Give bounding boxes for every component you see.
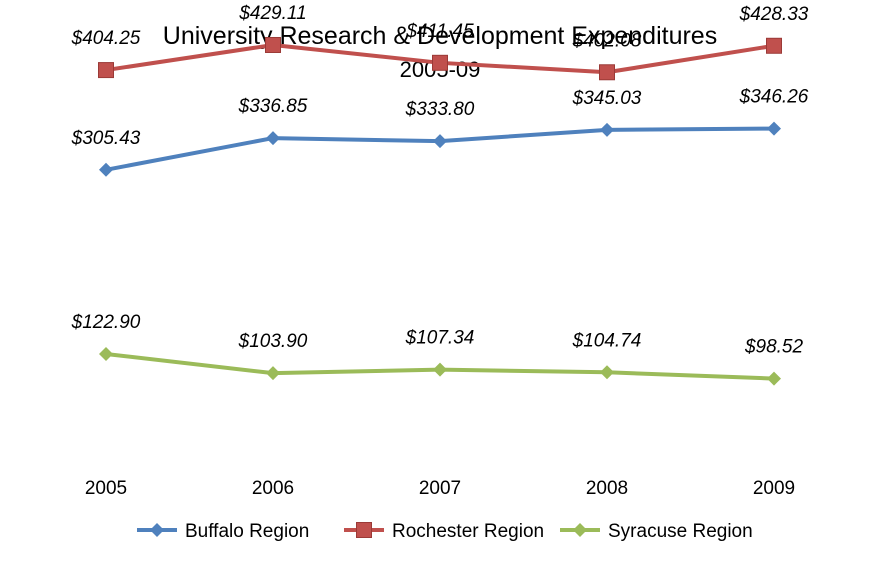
data-point-syracuse-region — [600, 365, 614, 380]
x-tick-label: 2009 — [753, 478, 795, 499]
data-point-syracuse-region — [767, 371, 781, 386]
data-label-rochester-region: $404.25 — [71, 28, 141, 49]
legend-item-buffalo-region: Buffalo Region — [137, 521, 309, 542]
data-point-buffalo-region — [99, 162, 113, 177]
legend-marker — [150, 523, 164, 537]
series-buffalo-region: $305.43 $336.85 $333.80 $345.03 $346.26 — [71, 87, 809, 177]
data-point-syracuse-region — [266, 366, 280, 381]
data-point-buffalo-region — [767, 121, 781, 136]
data-point-rochester-region — [265, 36, 281, 53]
data-label-buffalo-region: $345.03 — [572, 88, 642, 109]
data-label-syracuse-region: $122.90 — [71, 312, 141, 333]
x-tick-label: 2006 — [252, 478, 294, 499]
legend-marker — [356, 522, 372, 538]
series-syracuse-region: $122.90 $103.90 $107.34 $104.74 $98.52 — [71, 312, 804, 386]
data-label-buffalo-region: $346.26 — [739, 87, 809, 108]
x-tick-label: 2008 — [586, 478, 628, 499]
chart-title: University Research & Development Expend… — [163, 22, 717, 50]
data-label-buffalo-region: $333.80 — [405, 99, 475, 120]
plot-area: $305.43 $336.85 $333.80 $345.03 $346.26 $404.… — [71, 3, 809, 386]
x-axis: 2005 2006 2007 2008 2009 — [85, 478, 795, 499]
legend-item-rochester-region: Rochester Region — [344, 521, 544, 542]
x-tick-label: 2007 — [419, 478, 461, 499]
legend-label: Syracuse Region — [608, 521, 753, 542]
data-point-buffalo-region — [600, 122, 614, 137]
legend: Buffalo Region Rochester Region Syracuse R… — [137, 521, 753, 542]
legend-marker — [573, 523, 587, 537]
data-label-buffalo-region: $305.43 — [71, 128, 141, 149]
legend-label: Buffalo Region — [185, 521, 309, 542]
data-label-syracuse-region: $104.74 — [572, 330, 642, 351]
data-point-buffalo-region — [433, 134, 447, 149]
data-label-rochester-region: $411.45 — [405, 21, 474, 42]
data-label-rochester-region: $402.08 — [572, 30, 642, 51]
legend-label: Rochester Region — [392, 521, 544, 542]
data-point-rochester-region — [98, 62, 114, 79]
data-point-rochester-region — [766, 37, 782, 54]
data-label-buffalo-region: $336.85 — [238, 96, 308, 117]
data-point-rochester-region — [432, 54, 448, 71]
data-label-syracuse-region: $103.90 — [238, 331, 308, 352]
series-rochester-region: $404.25 $429.11 $411.45 $402.08 $428.33 — [71, 3, 809, 81]
data-label-rochester-region: $429.11 — [238, 3, 306, 24]
data-point-syracuse-region — [433, 362, 447, 377]
data-point-rochester-region — [599, 64, 615, 81]
data-label-syracuse-region: $98.52 — [744, 337, 804, 358]
data-point-syracuse-region — [99, 346, 113, 361]
x-tick-label: 2005 — [85, 478, 127, 499]
data-point-buffalo-region — [266, 131, 280, 146]
legend-item-syracuse-region: Syracuse Region — [560, 521, 753, 542]
data-label-rochester-region: $428.33 — [739, 4, 809, 25]
data-label-syracuse-region: $107.34 — [405, 328, 475, 349]
